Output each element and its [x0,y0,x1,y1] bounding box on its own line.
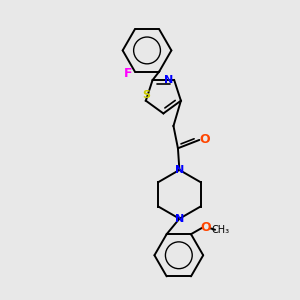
Text: O: O [200,133,210,146]
Text: N: N [176,165,184,175]
Text: CH₃: CH₃ [212,225,230,235]
Text: N: N [164,74,173,85]
Text: N: N [176,214,184,224]
Text: F: F [124,67,133,80]
Text: O: O [201,221,211,234]
Text: S: S [142,90,150,100]
